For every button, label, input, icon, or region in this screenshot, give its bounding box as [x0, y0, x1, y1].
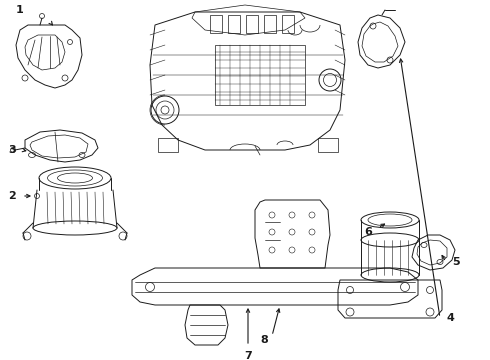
Bar [318, 138, 338, 152]
Text: 3: 3 [8, 145, 16, 155]
Bar [158, 138, 178, 152]
Text: 7: 7 [244, 351, 252, 360]
Bar [264, 15, 276, 33]
Text: 1: 1 [16, 5, 24, 15]
Text: 6: 6 [364, 227, 372, 237]
Bar [282, 15, 294, 33]
Text: 2: 2 [8, 191, 16, 201]
Text: 5: 5 [452, 257, 460, 267]
Text: 4: 4 [446, 313, 454, 323]
Bar [246, 15, 258, 33]
Bar [228, 15, 240, 33]
Bar [215, 45, 305, 105]
Bar [210, 15, 222, 33]
Text: 8: 8 [260, 335, 268, 345]
